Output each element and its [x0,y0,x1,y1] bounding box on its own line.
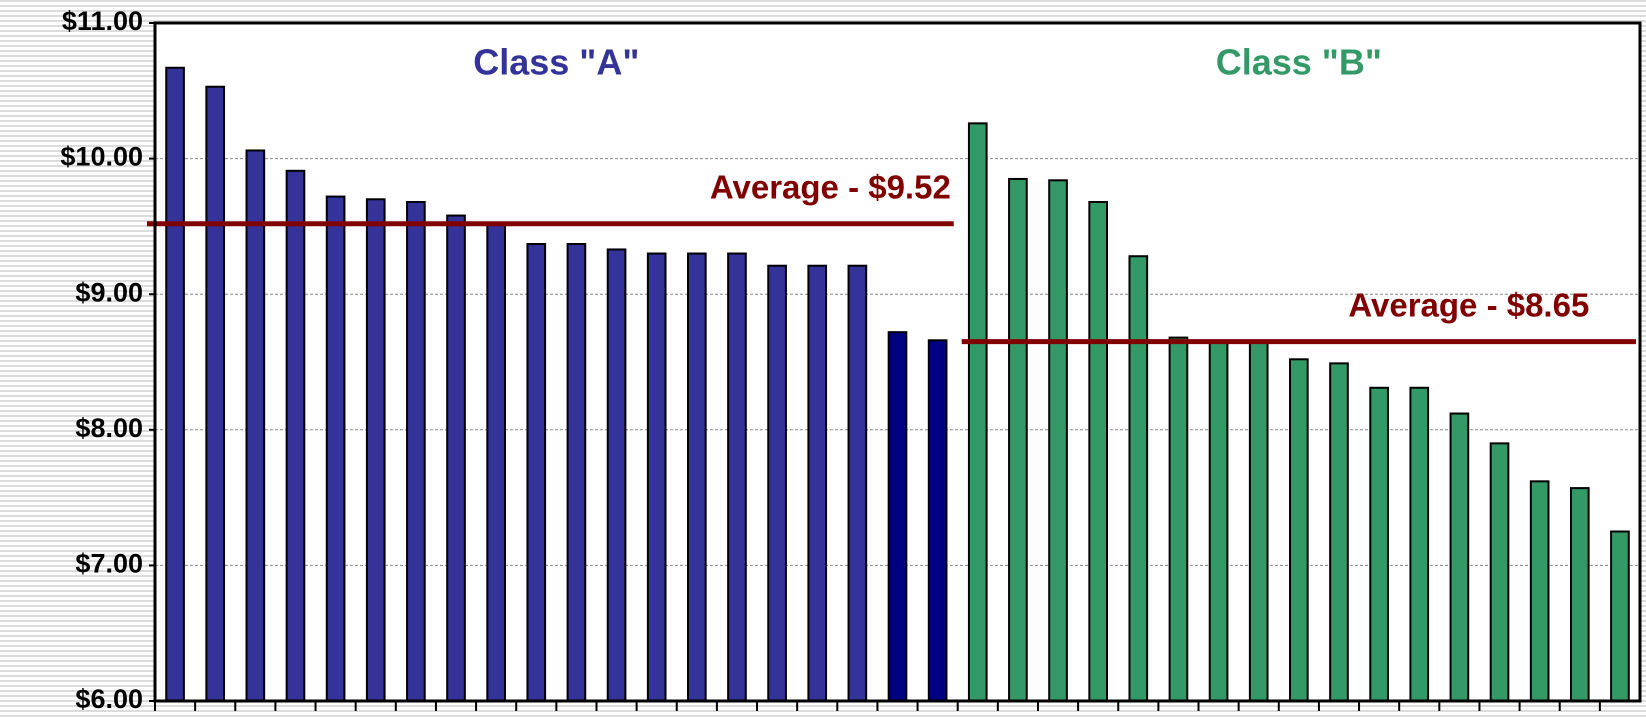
bar [847,264,868,702]
bar [686,252,707,703]
y-tick-label: $7.00 [75,549,143,579]
bar [927,339,948,702]
y-tick-label: $10.00 [60,142,143,172]
bar [486,224,506,702]
series-label: Class "A" [473,42,639,83]
average-label: Average - $8.65 [1348,286,1589,323]
bar [767,264,787,702]
series-label: Class "B" [1216,42,1382,83]
bar [807,264,828,702]
bar [1008,177,1028,702]
bar [526,243,547,702]
y-tick-label: $9.00 [75,277,143,307]
bar [325,195,346,702]
bar [1048,179,1068,702]
bar [1128,255,1149,702]
bar [446,214,466,702]
bar [245,149,266,703]
bar [1369,386,1389,702]
bar [285,169,306,702]
bar [1248,340,1269,702]
bar [887,331,908,702]
y-tick-label: $8.00 [75,413,143,443]
bar [1610,530,1630,702]
bar [967,122,988,703]
bar [165,66,185,703]
bar [1529,480,1550,702]
bar [1329,362,1349,702]
bar [646,252,667,703]
bar [365,198,386,702]
y-tick-label: $11.00 [62,6,143,36]
bar [205,85,226,703]
bar [1409,386,1430,702]
bar [1208,340,1229,702]
bar [1569,487,1590,702]
bar [1489,442,1510,702]
bar [727,252,747,703]
y-tick-label: $6.00 [75,684,143,714]
average-label: Average - $9.52 [710,168,951,205]
bar [406,200,426,702]
bar [1168,336,1189,702]
plot-frame [153,21,1642,703]
bar [1088,200,1109,702]
bar [1449,412,1470,702]
bar [1289,358,1309,702]
bar [606,248,627,702]
bar [566,243,587,702]
